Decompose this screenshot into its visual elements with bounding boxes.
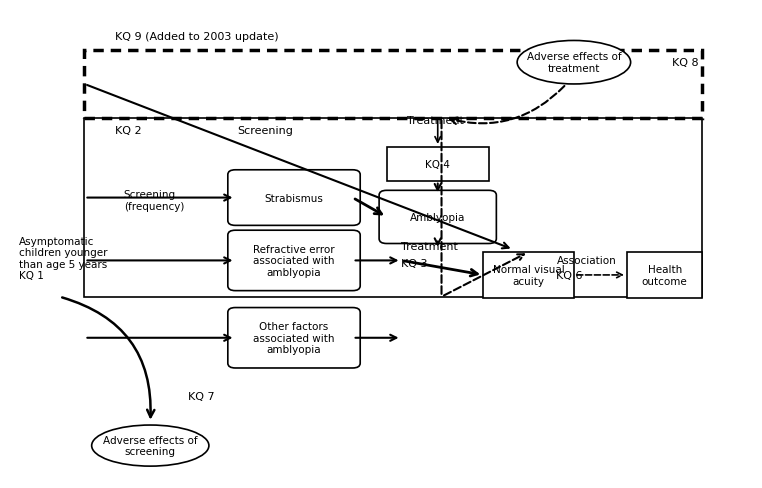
Text: KQ 4: KQ 4 bbox=[425, 160, 450, 169]
FancyBboxPatch shape bbox=[228, 231, 360, 291]
FancyBboxPatch shape bbox=[627, 252, 703, 298]
Text: Association: Association bbox=[556, 256, 616, 266]
Ellipse shape bbox=[91, 425, 209, 466]
Text: Adverse effects of
screening: Adverse effects of screening bbox=[103, 435, 197, 456]
Text: Amblyopia: Amblyopia bbox=[410, 212, 466, 223]
Text: Strabismus: Strabismus bbox=[264, 193, 323, 203]
Text: KQ 9 (Added to 2003 update): KQ 9 (Added to 2003 update) bbox=[115, 32, 278, 41]
Text: Screening
(frequency): Screening (frequency) bbox=[123, 190, 184, 211]
Text: Refractive error
associated with
amblyopia: Refractive error associated with amblyop… bbox=[253, 244, 335, 278]
Text: Normal visual
acuity: Normal visual acuity bbox=[492, 264, 565, 286]
Ellipse shape bbox=[517, 41, 631, 85]
Text: Other factors
associated with
amblyopia: Other factors associated with amblyopia bbox=[253, 322, 335, 355]
FancyBboxPatch shape bbox=[386, 147, 488, 181]
Text: KQ 3: KQ 3 bbox=[402, 258, 428, 268]
Text: Treatment: Treatment bbox=[402, 242, 458, 251]
FancyBboxPatch shape bbox=[483, 252, 574, 298]
Text: KQ 2: KQ 2 bbox=[115, 125, 142, 136]
Text: KQ 7: KQ 7 bbox=[188, 391, 215, 401]
Text: Adverse effects of
treatment: Adverse effects of treatment bbox=[527, 52, 621, 74]
FancyBboxPatch shape bbox=[228, 308, 360, 368]
Text: Health
outcome: Health outcome bbox=[642, 264, 687, 286]
Text: Asymptomatic
children younger
than age 5 years
KQ 1: Asymptomatic children younger than age 5… bbox=[19, 236, 108, 281]
Text: KQ 6: KQ 6 bbox=[556, 270, 583, 280]
Text: Treatment: Treatment bbox=[408, 116, 464, 126]
FancyBboxPatch shape bbox=[228, 170, 360, 226]
Text: KQ 8: KQ 8 bbox=[672, 58, 699, 68]
Text: Screening: Screening bbox=[237, 125, 293, 136]
FancyBboxPatch shape bbox=[379, 191, 496, 244]
